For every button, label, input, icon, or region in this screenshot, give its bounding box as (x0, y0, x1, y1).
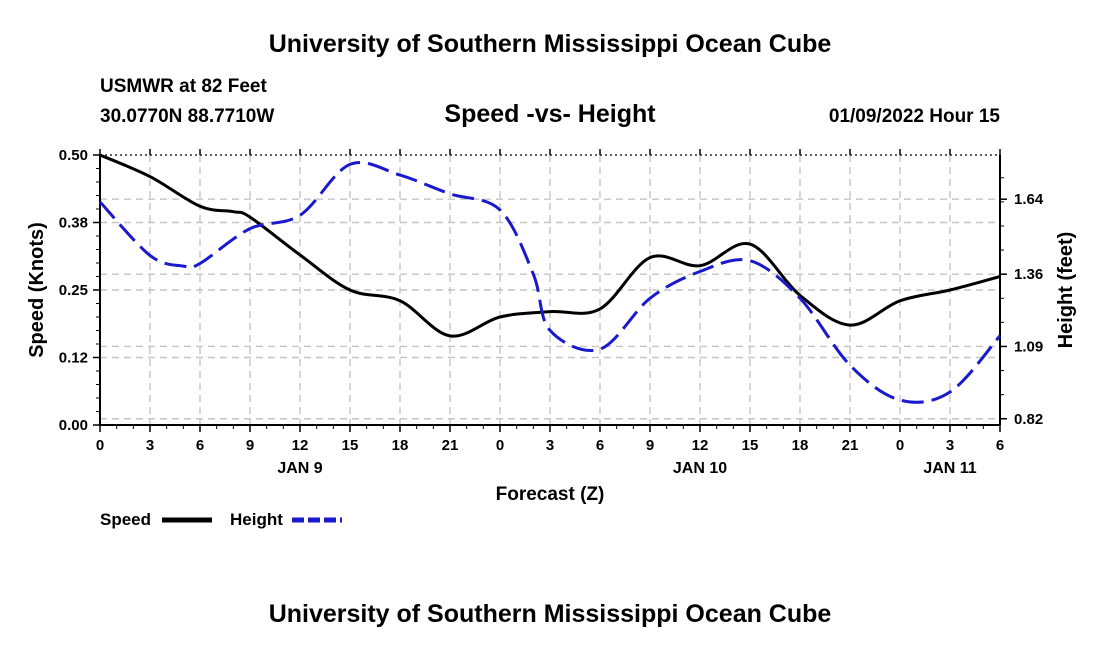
x-tick-label: 15 (742, 437, 759, 454)
y-tick-label: 0.38 (59, 215, 88, 232)
speed-height-chart: 0 3 6 9 12 15 18 21 0 3 6 9 12 15 18 21 0 3 6 JAN 9 JAN 10 JA… (26, 147, 1077, 505)
x-tick-label: 15 (342, 437, 359, 454)
series-line-height (98, 161, 1002, 404)
x-tick-label: 6 (196, 437, 204, 454)
y2-tick-label: 0.82 (1014, 411, 1043, 428)
x-tick-label: 0 (896, 437, 904, 454)
legend-speed-swatch (162, 517, 212, 523)
y-axis-label: Speed (Knots) (26, 222, 48, 358)
chart-grid (100, 155, 1000, 425)
chart-title: Speed -vs- Height (444, 100, 656, 128)
x-tick-label: 3 (546, 437, 554, 454)
x-tick-label: 0 (96, 437, 104, 454)
x-tick-label: 21 (842, 437, 859, 454)
y2-tick-label: 1.09 (1014, 338, 1043, 355)
x-tick-label: 9 (246, 437, 254, 454)
x-tick-label: 18 (392, 437, 409, 454)
x-tick-label: 21 (442, 437, 459, 454)
y-tick-label: 0.00 (59, 417, 88, 434)
y2-tick-label: 1.36 (1014, 266, 1043, 283)
y-tick-label: 0.50 (59, 147, 88, 164)
x-tick-label: 12 (292, 437, 309, 454)
series-line-speed (99, 153, 1001, 338)
day-label: JAN 10 (673, 460, 727, 477)
legend-height-label: Height (230, 510, 283, 529)
x-tick-label: 9 (646, 437, 654, 454)
legend-speed-label: Speed (100, 510, 152, 529)
x-tick-label: 6 (996, 437, 1004, 454)
chart-axes: 0 3 6 9 12 15 18 21 0 3 6 9 12 15 18 21 0 3 6 JAN 9 JAN 10 JA… (59, 147, 1044, 477)
x-tick-label: 12 (692, 437, 709, 454)
y-tick-label: 0.25 (59, 282, 88, 299)
day-label: JAN 9 (277, 460, 322, 477)
y2-axis-label: Height (feet) (1055, 232, 1077, 349)
y2-tick-label: 1.64 (1014, 191, 1044, 208)
legend-height-swatch (292, 517, 342, 523)
y-tick-label: 0.12 (59, 350, 88, 367)
x-tick-label: 0 (496, 437, 504, 454)
x-tick-label: 18 (792, 437, 809, 454)
day-label: JAN 11 (923, 460, 976, 477)
chart-series (98, 153, 1002, 404)
x-axis-label: Forecast (Z) (496, 484, 605, 505)
page-title-bottom: University of Southern Mississippi Ocean… (268, 600, 832, 628)
coordinates-label: 30.0770N 88.7710W (100, 106, 275, 127)
x-tick-label: 6 (596, 437, 604, 454)
page-title-top: University of Southern Mississippi Ocean… (268, 30, 832, 58)
datetime-label: 01/09/2022 Hour 15 (828, 106, 1000, 127)
station-label: USMWR at 82 Feet (100, 76, 267, 97)
x-tick-label: 3 (146, 437, 154, 454)
x-tick-label: 3 (946, 437, 954, 454)
